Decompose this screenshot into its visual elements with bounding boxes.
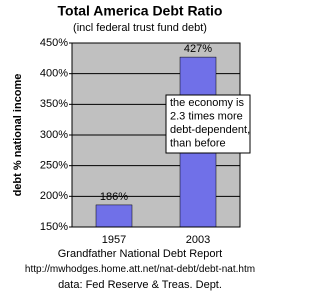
y-tick-label: 250%	[40, 160, 68, 172]
y-tick-label: 450%	[40, 37, 68, 49]
y-axis-label: debt % national income	[12, 74, 24, 197]
footer-text: http://mwhodges.home.att.net/nat-debt/de…	[25, 264, 255, 275]
chart-subtitle: (incl federal trust fund debt)	[73, 22, 207, 34]
annotation-box	[165, 94, 251, 154]
y-tick-label: 350%	[40, 98, 68, 110]
x-tick-label: 2003	[186, 234, 210, 246]
annotation: the economy is	[170, 97, 244, 109]
y-tick-label: 300%	[40, 129, 68, 141]
value-label: 427%	[184, 43, 212, 55]
footer-text: Grandfather National Debt Report	[58, 248, 222, 260]
value-label: 186%	[100, 191, 128, 203]
x-tick-label: 1957	[102, 234, 126, 246]
annotation: 2.3 times more	[170, 110, 243, 122]
footer-text: data: Fed Reserve & Treas. Dept.	[58, 279, 222, 291]
chart: Total America Debt Ratio (incl federal t…	[12, 3, 255, 291]
y-tick-label: 150%	[40, 221, 68, 233]
chart-title: Total America Debt Ratio	[58, 3, 223, 19]
bar	[95, 204, 133, 228]
y-tick-label: 400%	[40, 68, 68, 80]
annotation: than before	[170, 137, 226, 149]
y-tick-label: 200%	[40, 190, 68, 202]
annotation: debt-dependent,	[170, 124, 250, 136]
